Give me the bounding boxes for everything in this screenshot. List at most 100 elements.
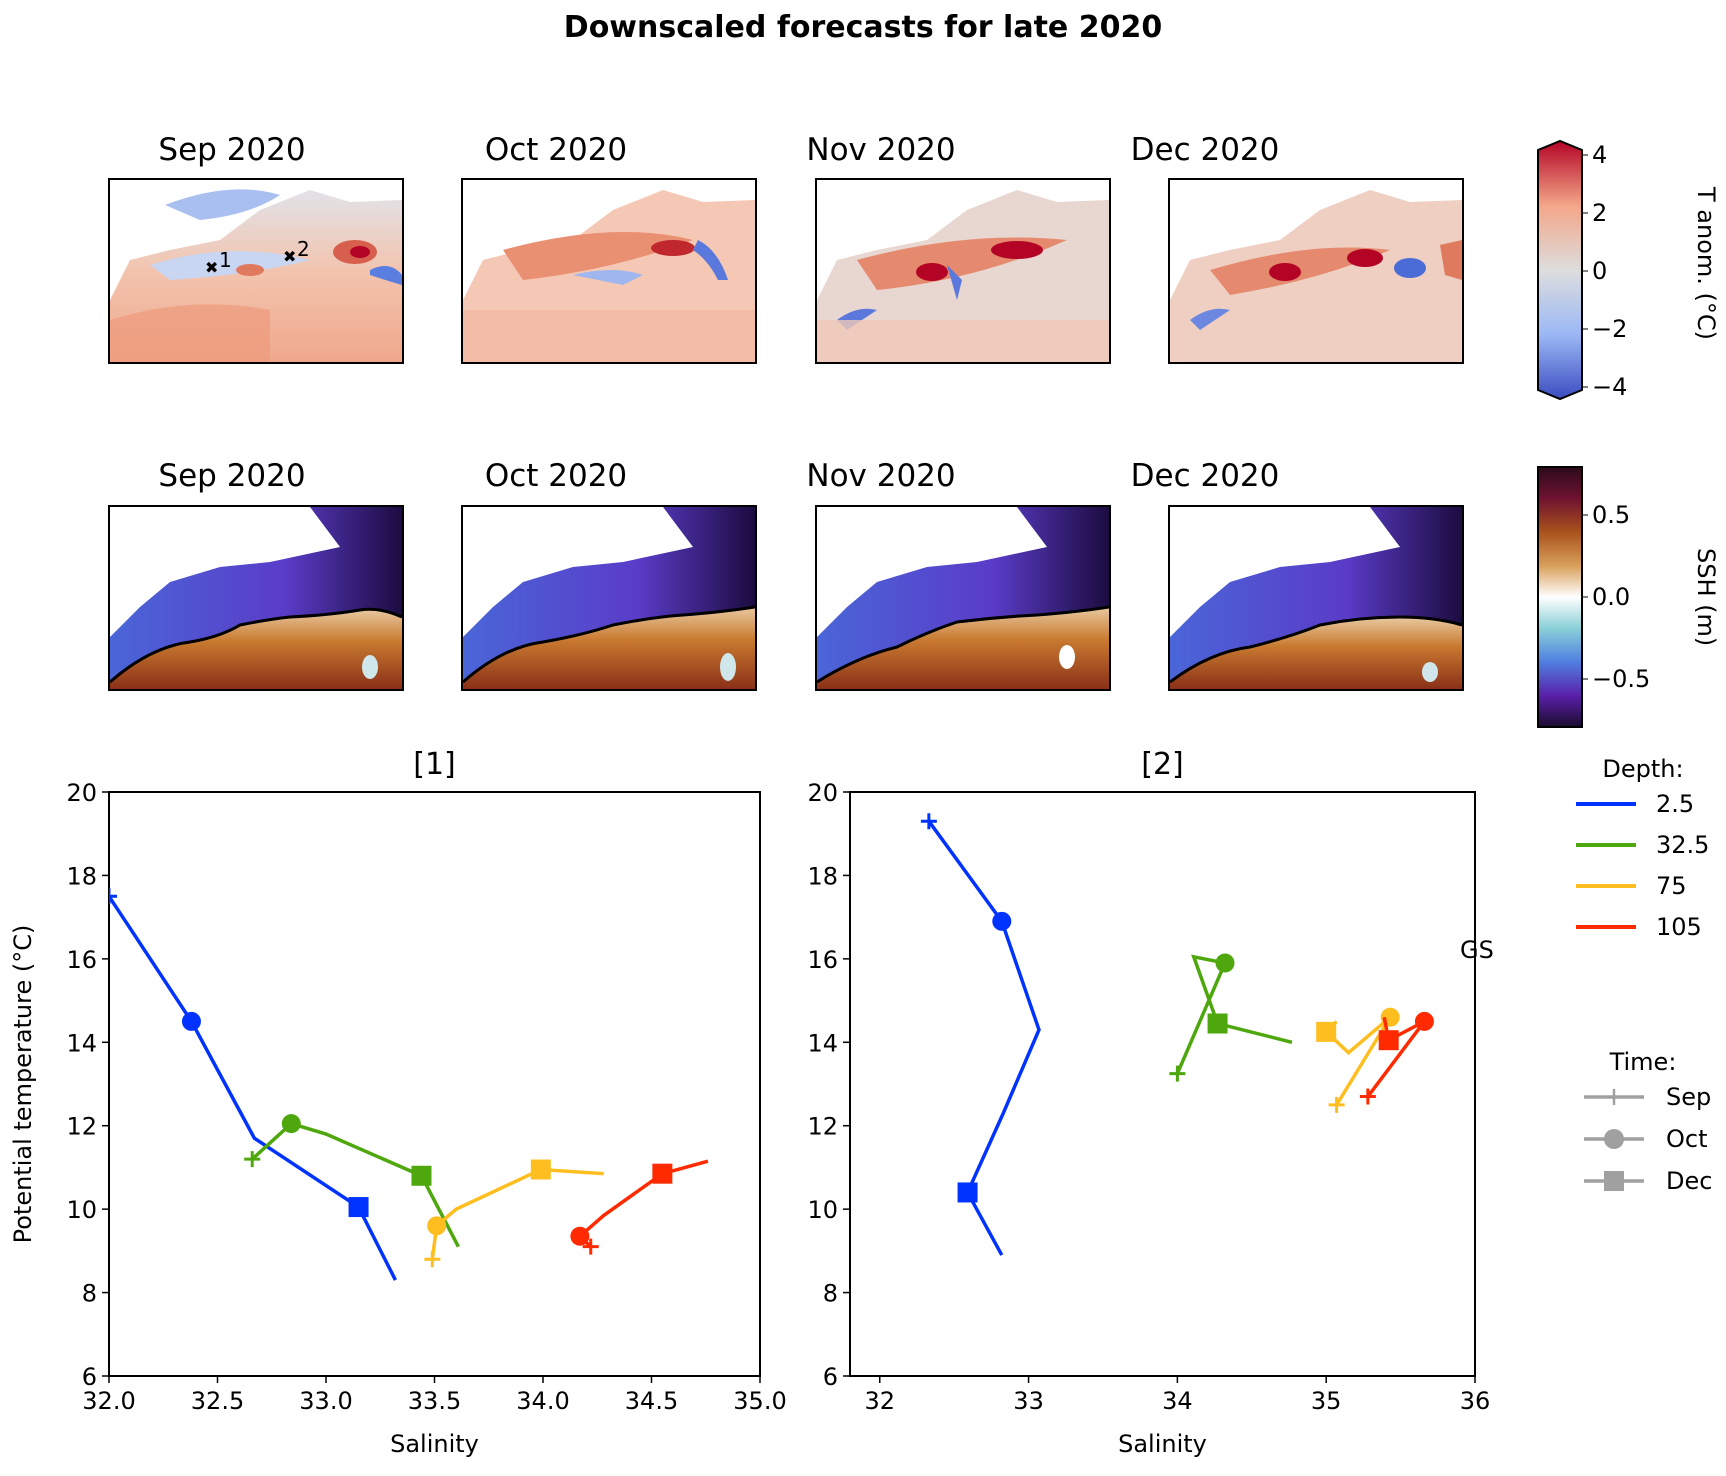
legend-marker-square-icon [1584,1171,1644,1191]
marker-oct [570,1226,590,1246]
legend-label: 105 [1656,912,1702,941]
figure-title: Downscaled forecasts for late 2020 [563,10,1163,45]
x-tick-label: 33 [1013,1387,1044,1415]
x-tick-label: 36 [1460,1387,1491,1415]
y-tick-label: 8 [82,1280,97,1308]
legend-label: 2.5 [1656,789,1695,818]
map-title: Nov 2020 [806,458,956,494]
colorbar-tick: 0.0 [1592,583,1630,611]
marker-sep [920,813,937,830]
y-tick-label: 12 [66,1113,97,1141]
station-label-1: 1 [219,248,232,272]
colorbar-tick: 0.5 [1592,501,1630,529]
y-tick-label: 14 [66,1029,97,1057]
y-axis-label: Potential temperature (°C) [9,925,37,1244]
ssh-map-oct [461,505,757,691]
marker-oct [1380,1007,1400,1027]
marker-sep [582,1238,599,1255]
x-tick-label: 32.5 [191,1387,244,1415]
colorbar-tick: 0 [1592,257,1607,285]
marker-oct [181,1011,201,1031]
y-tick-label: 16 [807,946,838,974]
legend-label: 75 [1656,871,1687,900]
y-tick-label: 20 [66,779,97,807]
map-title: Oct 2020 [484,132,628,168]
ssh-colorbar-label: SSH (m) [1692,548,1720,646]
ssh-colorbar-body [1537,466,1583,728]
x-axis-label: Salinity [1118,1430,1207,1458]
map-title: Sep 2020 [158,132,306,168]
legend-label: Sep [1666,1083,1712,1111]
marker-oct [281,1114,301,1134]
y-tick-label: 6 [82,1363,97,1391]
series-line-2.5 [927,820,1041,1256]
marker-sep [1359,1088,1376,1105]
ssh-map-nov [815,505,1111,691]
time-legend-item: Oct [1570,1118,1726,1160]
colorbar-tick: 2 [1592,199,1607,227]
marker-sep [1328,1096,1345,1113]
x-tick-label: 32 [864,1387,895,1415]
colorbar-tick: 4 [1592,141,1607,169]
x-tick-label: 34 [1162,1387,1193,1415]
y-tick-label: 20 [807,779,838,807]
station-marker-1: ✖ [205,258,219,277]
marker-dec [1207,1013,1228,1034]
y-tick-label: 12 [807,1113,838,1141]
station-marker-2: ✖ [283,247,297,266]
legend-marker-circle-icon [1584,1129,1644,1149]
y-tick-label: 16 [66,946,97,974]
x-tick-label: 35.0 [733,1387,786,1415]
map-title: Oct 2020 [484,458,628,494]
y-tick-label: 6 [823,1363,838,1391]
series-line-105 [1366,1016,1426,1098]
series-line-32.5 [251,1121,460,1248]
depth-legend-item: 32.5 [1570,824,1726,865]
marker-oct [992,911,1012,931]
marker-dec [1316,1021,1337,1042]
y-tick-label: 14 [807,1029,838,1057]
ssh-map-sep [108,505,404,691]
ts-panel-2: [2] 32 33 34 35 36 6 8 10 12 14 16 18 20 Salinity [807,747,1490,1458]
time-legend-item: Sep [1570,1076,1726,1118]
depth-legend-item: 2.5 [1570,783,1726,824]
depth-legend-title: Depth: [1602,755,1684,783]
x-tick-label: 35 [1311,1387,1342,1415]
temp-colorbar-body [1537,139,1583,401]
time-legend-item: Dec [1570,1160,1726,1202]
map-title: Nov 2020 [806,132,956,168]
temp-map-dec [1168,178,1464,364]
marker-oct [1414,1011,1434,1031]
series-line-75 [430,1167,604,1260]
depth-legend-item: 75 [1570,865,1726,906]
series-line-2.5 [109,895,398,1281]
station-label-2: 2 [297,237,310,261]
marker-oct [1215,953,1235,973]
temp-colorbar: 4 2 0 −2 −4 T anom. (°C) [1537,139,1720,401]
colorbar-tick: −0.5 [1592,665,1650,693]
marker-sep [424,1251,441,1268]
temp-map-oct [461,178,757,364]
y-tick-label: 10 [807,1196,838,1224]
time-legend-title: Time: [1609,1048,1677,1076]
marker-dec [652,1163,673,1184]
marker-dec [1378,1030,1399,1051]
gs-label: GS [1460,936,1494,964]
ssh-map-dec [1168,505,1464,691]
time-legend: Time: Sep Oct Dec [1570,1048,1726,1202]
marker-sep [109,888,117,905]
marker-oct [427,1216,447,1236]
legend-marker-plus-icon [1584,1089,1644,1105]
y-tick-label: 18 [66,862,97,890]
marker-dec [411,1165,432,1186]
x-axis-label: Salinity [390,1430,479,1458]
panel-title: [2] [1141,747,1184,782]
legend-label: 32.5 [1656,830,1710,859]
y-tick-label: 10 [66,1196,97,1224]
plot-frame [108,791,761,1377]
temp-map-nov [815,178,1111,364]
series-line-32.5 [1175,954,1293,1075]
map-title: Dec 2020 [1130,132,1280,168]
temp-colorbar-label: T anom. (°C) [1692,186,1720,340]
depth-legend-item: 105 [1570,906,1726,947]
